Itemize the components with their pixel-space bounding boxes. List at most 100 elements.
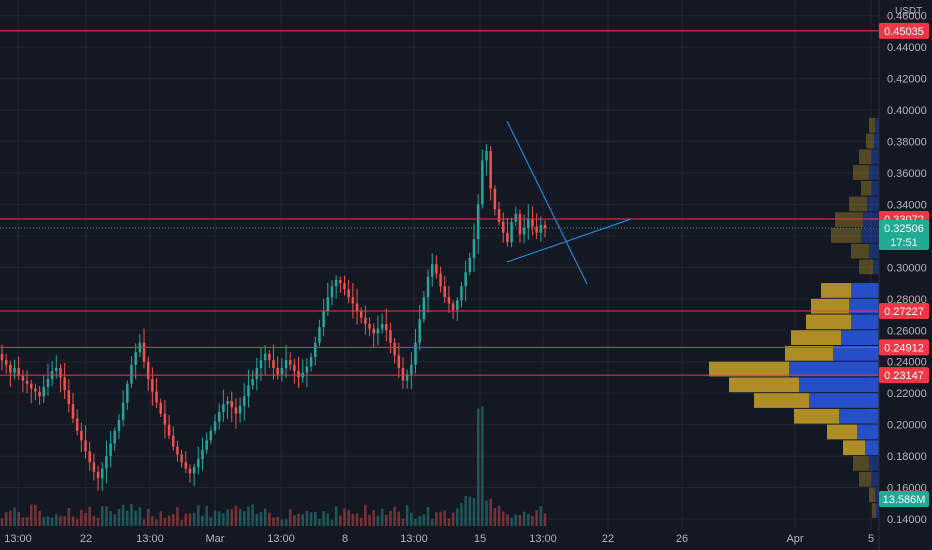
profile-bar-down [843,440,865,456]
candle-body [339,279,342,284]
volume-bar [138,507,142,526]
candle-body [46,379,50,387]
x-tick-label: 13:00 [136,533,164,545]
candle-body [4,360,8,365]
candle-body [493,188,497,210]
candle-body [414,342,417,365]
volume-bar [334,506,338,526]
volume-bar [314,511,317,526]
candle-body [539,224,543,233]
volume-bar [468,496,472,526]
volume-bar [268,512,271,526]
candles [0,144,547,491]
candle-body [176,446,179,455]
candle-body [439,273,442,287]
y-tick-label: 0.20000 [887,420,927,432]
volume-bar [201,515,204,526]
candle-body [276,368,279,375]
volume-bar [493,508,497,526]
profile-bar-up [851,314,879,330]
candle-body [485,150,488,161]
candle-body [0,353,4,361]
y-tick-label: 0.42000 [887,74,927,86]
volume-bar [297,513,300,526]
price-levels [0,30,879,376]
level-tag-bg [879,22,929,39]
volume-bar [96,517,100,526]
x-tick-label: 13:00 [400,533,428,545]
candle-body [142,342,146,362]
level-tag-bg [879,367,929,384]
profile-bar-up [789,361,879,377]
candle-body [447,297,451,304]
volume-bar [293,515,296,526]
volume-bar [155,519,158,526]
volume-bar [359,517,363,526]
profile-bar-down [821,283,851,298]
volume-bar [238,508,242,526]
level-tag-bg [879,302,929,319]
x-tick-label: 8 [342,533,348,545]
y-tick-label: 0.34000 [887,199,927,211]
candle-body [314,342,317,358]
volume-bar [25,517,29,526]
volume-bar [209,517,213,526]
volume-bar [339,515,342,526]
volume-bar [330,519,334,526]
candle-body [84,440,87,452]
trendline-lower[interactable] [506,218,632,263]
volume-tag: 13.586M [879,491,929,507]
candle-body [238,405,242,414]
candle-body [251,379,254,386]
volume-bar [134,510,137,526]
volume-bar [426,506,430,526]
volume-bar [539,506,543,526]
profile-bar-up [869,165,879,180]
volume-bar [259,511,263,526]
volume-bar [401,518,405,526]
x-tick-label: 15 [474,533,486,545]
volume-bar [9,510,12,526]
volume-bar [422,514,426,526]
candle-body [380,323,384,329]
volume-bar [451,512,455,526]
volume-bar [364,504,367,526]
candle-body [318,327,321,343]
candle-body [326,297,330,312]
trendline-upper[interactable] [506,120,588,285]
volume-bar [522,511,526,526]
profile-bar-down [811,298,849,314]
level-tag-text: 0.27227 [884,306,924,318]
candle-body [42,386,46,397]
candle-body [430,264,434,277]
volume-bar [435,512,438,526]
candle-body [288,360,292,365]
candle-body [305,366,309,373]
candle-body [100,468,104,479]
volume-bar [92,515,96,526]
trendlines[interactable] [506,120,632,285]
volume-bar [263,508,267,526]
x-tick-label: 26 [676,533,688,545]
volume-bar [21,517,25,526]
volume-bar [397,511,401,526]
volume-bar [167,515,171,526]
y-tick-label: 0.44000 [887,42,927,54]
candle-body [343,283,346,290]
candle-body [92,462,96,472]
volume-bar [418,516,421,526]
volume-bar [322,511,325,526]
candle-body [418,319,421,343]
profile-bar-up [849,298,879,314]
candle-body [59,368,62,378]
profile-bar-down [849,196,867,212]
candle-body [501,221,505,233]
level-tag: 0.27227 [879,302,929,319]
volume-bar [105,506,108,526]
volume-bar [100,506,104,526]
volume-bar [389,510,392,526]
profile-bar-down [851,243,869,259]
volume-profile [709,117,879,518]
candle-body [405,374,409,381]
